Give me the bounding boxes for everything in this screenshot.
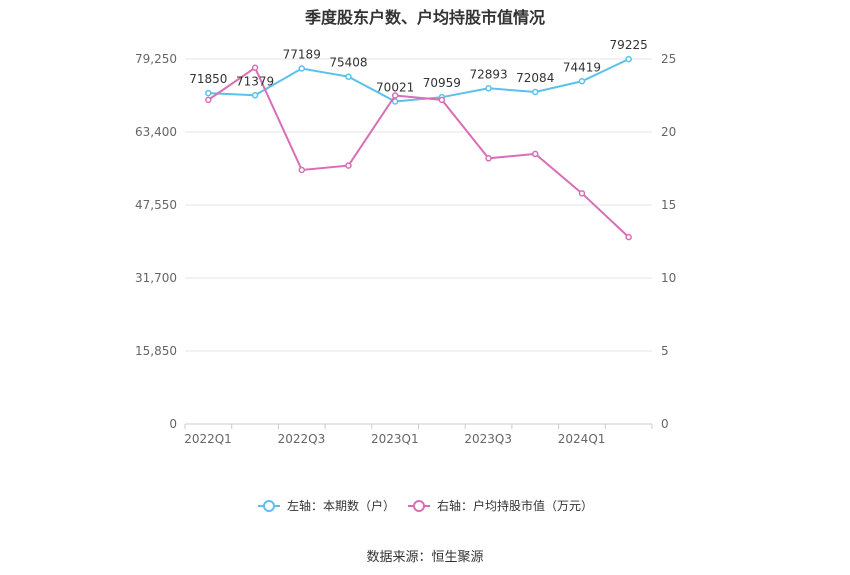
data-label: 74419 (563, 60, 601, 74)
legend-label: 左轴：本期数（户） (287, 498, 395, 513)
data-label: 72084 (516, 71, 554, 85)
left-axis-tick-label: 0 (169, 417, 177, 431)
left-series-point (345, 73, 352, 80)
right-series-point (578, 190, 586, 197)
data-label: 72893 (469, 67, 507, 81)
x-axis-tick-label: 2023Q1 (371, 432, 419, 446)
x-axis-tick-label: 2022Q1 (184, 432, 232, 446)
series-layer (205, 55, 632, 241)
grid-layer (185, 58, 652, 352)
label-layer: 71850 71379 77189 75408 70021 70959 72893 72084… (189, 38, 647, 94)
left-axis-tick-label: 79,250 (135, 52, 177, 66)
x-axis-tick-label: 2022Q3 (278, 432, 326, 446)
left-series-point (578, 78, 586, 85)
left-series-point (391, 98, 399, 105)
data-label: 77189 (283, 47, 321, 61)
right-axis-tick-label: 15 (661, 198, 676, 212)
legend-right-series: 右轴：户均持股市值（万元） (408, 498, 593, 513)
left-axis-tick-label: 31,700 (135, 271, 177, 285)
right-axis-tick-label: 5 (661, 344, 669, 358)
left-series-point (485, 85, 492, 92)
left-series-line (208, 58, 630, 103)
left-series-point (251, 92, 259, 99)
right-series-point (625, 233, 632, 241)
right-axis-tick-label: 10 (661, 271, 676, 285)
right-series-point (485, 155, 492, 162)
right-series-point (251, 64, 259, 72)
left-axis-tick-label: 47,550 (135, 198, 177, 212)
left-series-point (532, 88, 539, 96)
left-series-point (625, 55, 632, 63)
legend-left-series: 左轴：本期数（户） (258, 498, 395, 513)
source-note: 数据来源：恒生聚源 (366, 550, 484, 565)
right-series-point (205, 96, 212, 104)
data-label: 70021 (376, 81, 414, 95)
data-label: 71379 (236, 74, 274, 88)
x-axis-tick-label: 2024Q1 (558, 432, 606, 446)
right-series-line (207, 66, 630, 238)
legend-marker-icon (263, 500, 275, 512)
data-label: 75408 (329, 56, 367, 70)
data-label: 79225 (610, 38, 648, 52)
legend-label: 右轴：户均持股市值（万元） (437, 498, 593, 513)
axis-layer: 0 0 15,850 5 31,700 10 47,550 15 63,400 20 79,250 2… (135, 52, 676, 446)
legend-layer: 左轴：本期数（户） 右轴：户均持股市值（万元） (258, 498, 593, 513)
data-label: 70959 (423, 76, 461, 90)
left-series-point (298, 65, 305, 72)
right-series-point (438, 96, 446, 104)
left-axis-tick-label: 15,850 (135, 344, 177, 358)
right-axis-tick-label: 20 (661, 125, 676, 139)
right-series-point (345, 162, 352, 169)
right-axis-tick-label: 25 (661, 52, 676, 66)
legend-marker-icon (413, 500, 425, 512)
right-axis-tick-label: 0 (661, 417, 669, 431)
left-series-point (205, 89, 212, 97)
right-series-point (391, 92, 399, 99)
chart-title: 季度股东户数、户均持股市值情况 (304, 8, 545, 27)
right-series-point (532, 150, 539, 158)
data-label: 71850 (189, 72, 227, 86)
x-axis-tick-label: 2023Q3 (464, 432, 512, 446)
right-series-point (298, 166, 305, 174)
left-axis-tick-label: 63,400 (135, 125, 177, 139)
